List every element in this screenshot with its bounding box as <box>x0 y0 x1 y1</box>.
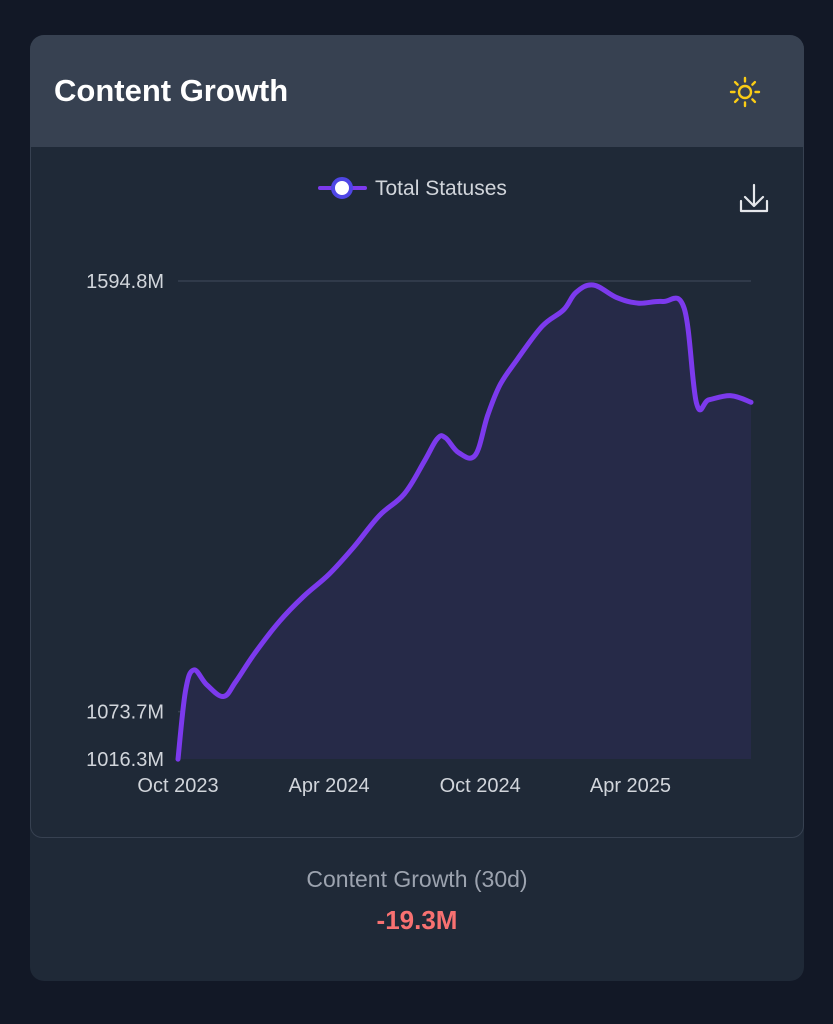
y-tick-label: 1594.8M <box>86 271 164 293</box>
legend-label: Total Statuses <box>375 177 507 200</box>
series-area <box>178 284 751 760</box>
line-chart: Total Statuses 1016.3M 1073.7M 1594.8M Oct … <box>86 177 777 797</box>
card-title: Content Growth <box>54 73 289 108</box>
metric-value: -19.3M <box>376 905 458 935</box>
x-tick-label: Oct 2023 <box>137 775 218 797</box>
download-icon <box>739 183 769 213</box>
content-growth-card: Content Growth <box>30 35 804 981</box>
chart-legend[interactable]: Total Statuses <box>318 177 507 200</box>
card-header: Content Growth <box>30 35 804 147</box>
x-tick-label: Apr 2025 <box>590 775 671 797</box>
metric-label: Content Growth (30d) <box>306 866 528 892</box>
sun-icon <box>729 76 761 108</box>
y-tick-label: 1016.3M <box>86 749 164 771</box>
metric-summary: Content Growth (30d) -19.3M <box>30 865 804 935</box>
theme-toggle-button[interactable] <box>728 75 762 109</box>
legend-dot-marker <box>331 177 353 199</box>
y-tick-label: 1073.7M <box>86 702 164 724</box>
chart-panel: Total Statuses 1016.3M 1073.7M 1594.8M Oct … <box>30 147 804 838</box>
series-line <box>175 282 754 762</box>
x-tick-label: Apr 2024 <box>289 775 370 797</box>
x-tick-label: Oct 2024 <box>440 775 521 797</box>
download-button[interactable] <box>731 177 777 221</box>
